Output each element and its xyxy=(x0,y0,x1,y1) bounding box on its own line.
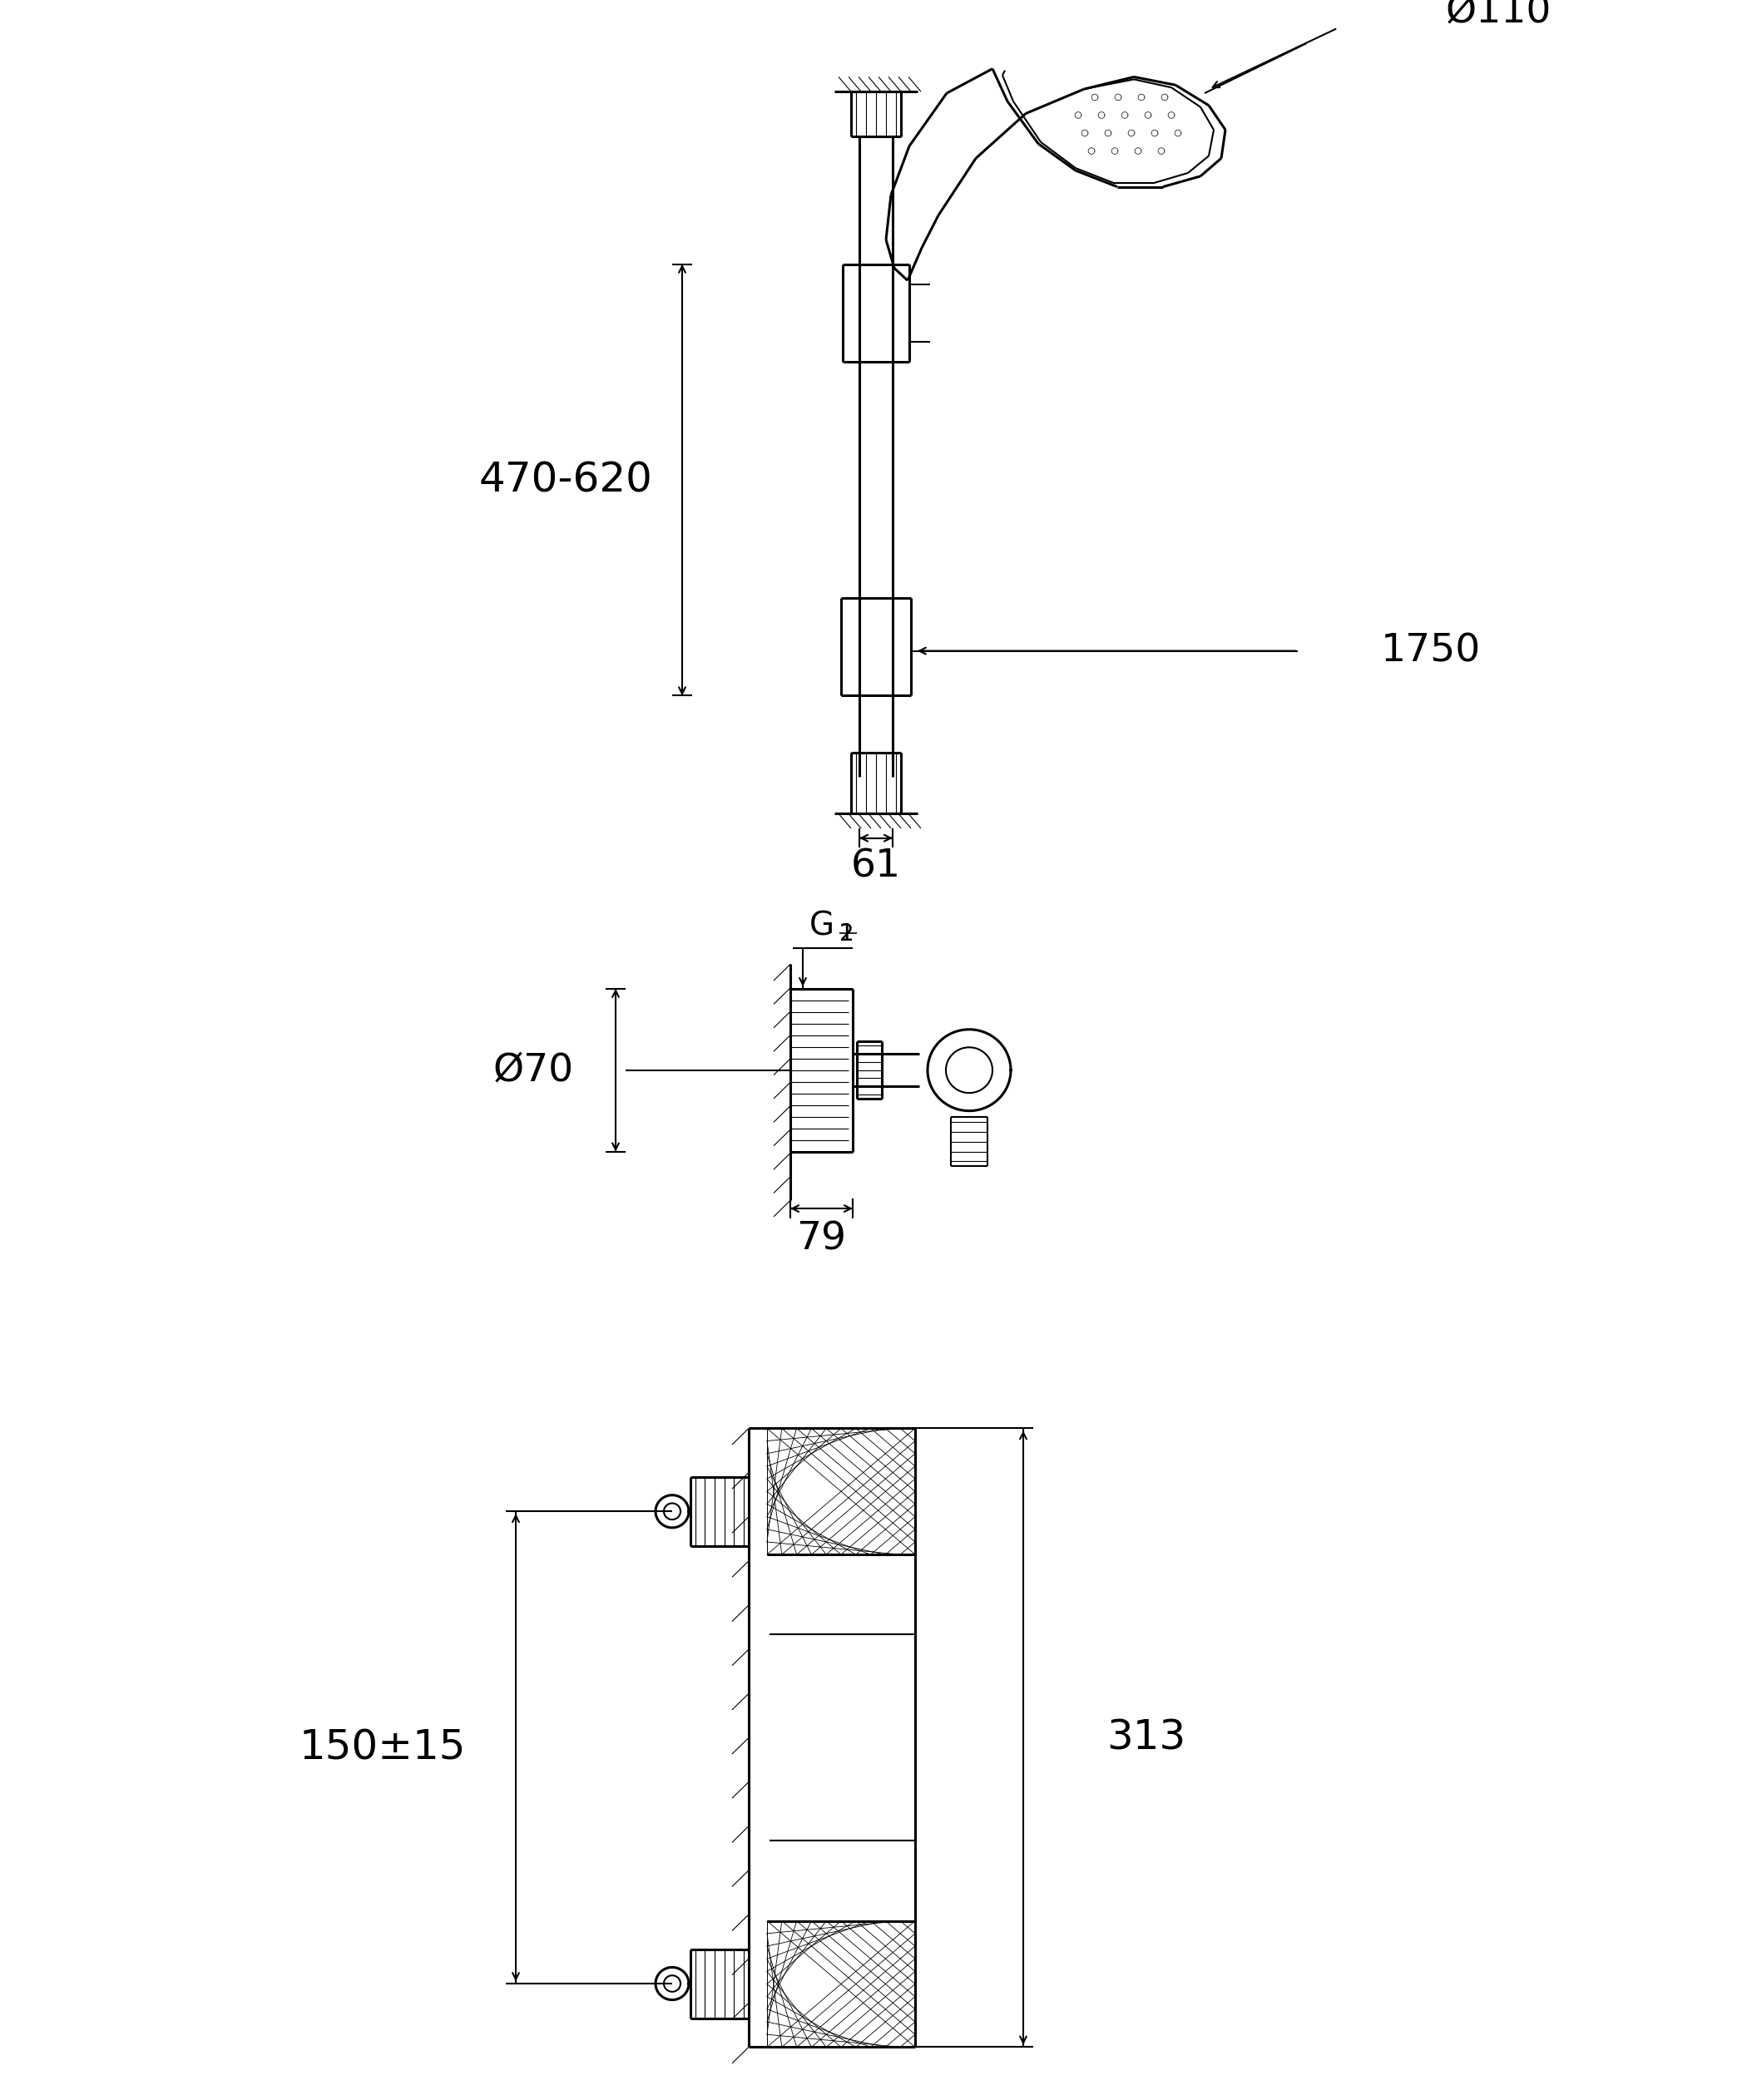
Text: 313: 313 xyxy=(1107,1718,1186,1758)
Text: 470-620: 470-620 xyxy=(478,460,652,500)
Text: 2: 2 xyxy=(839,922,853,945)
Text: 61: 61 xyxy=(851,848,901,886)
Text: 150±15: 150±15 xyxy=(300,1728,466,1768)
Text: 1: 1 xyxy=(839,922,853,945)
Text: Ø110: Ø110 xyxy=(1445,0,1552,32)
Text: Ø70: Ø70 xyxy=(494,1052,575,1088)
Text: G: G xyxy=(809,909,834,941)
Text: 79: 79 xyxy=(795,1220,846,1258)
Text: 1750: 1750 xyxy=(1381,632,1480,670)
